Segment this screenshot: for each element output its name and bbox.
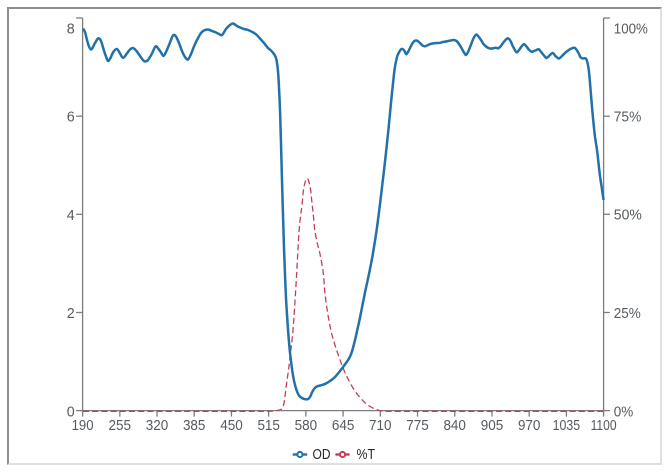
svg-text:%T: %T [357, 447, 376, 463]
svg-text:580: 580 [295, 418, 318, 434]
svg-text:970: 970 [518, 418, 541, 434]
svg-text:1100: 1100 [591, 418, 617, 434]
svg-text:710: 710 [369, 418, 392, 434]
svg-text:8: 8 [67, 22, 75, 38]
svg-text:450: 450 [220, 418, 243, 434]
svg-text:775: 775 [406, 418, 429, 434]
svg-text:840: 840 [443, 418, 466, 434]
svg-text:645: 645 [332, 418, 355, 434]
svg-text:25%: 25% [614, 306, 641, 322]
svg-text:320: 320 [146, 418, 169, 434]
svg-text:255: 255 [109, 418, 132, 434]
svg-text:905: 905 [481, 418, 504, 434]
svg-text:50%: 50% [614, 208, 642, 224]
svg-text:2: 2 [67, 306, 75, 322]
svg-text:100%: 100% [614, 21, 648, 37]
svg-text:515: 515 [257, 418, 280, 434]
svg-text:1035: 1035 [553, 418, 581, 434]
svg-text:75%: 75% [614, 110, 642, 126]
svg-text:4: 4 [67, 208, 75, 224]
svg-text:OD: OD [313, 447, 331, 463]
svg-text:0: 0 [67, 405, 75, 421]
svg-text:385: 385 [183, 418, 206, 434]
svg-text:0%: 0% [614, 405, 634, 421]
svg-text:6: 6 [67, 110, 75, 126]
svg-text:190: 190 [72, 418, 94, 434]
